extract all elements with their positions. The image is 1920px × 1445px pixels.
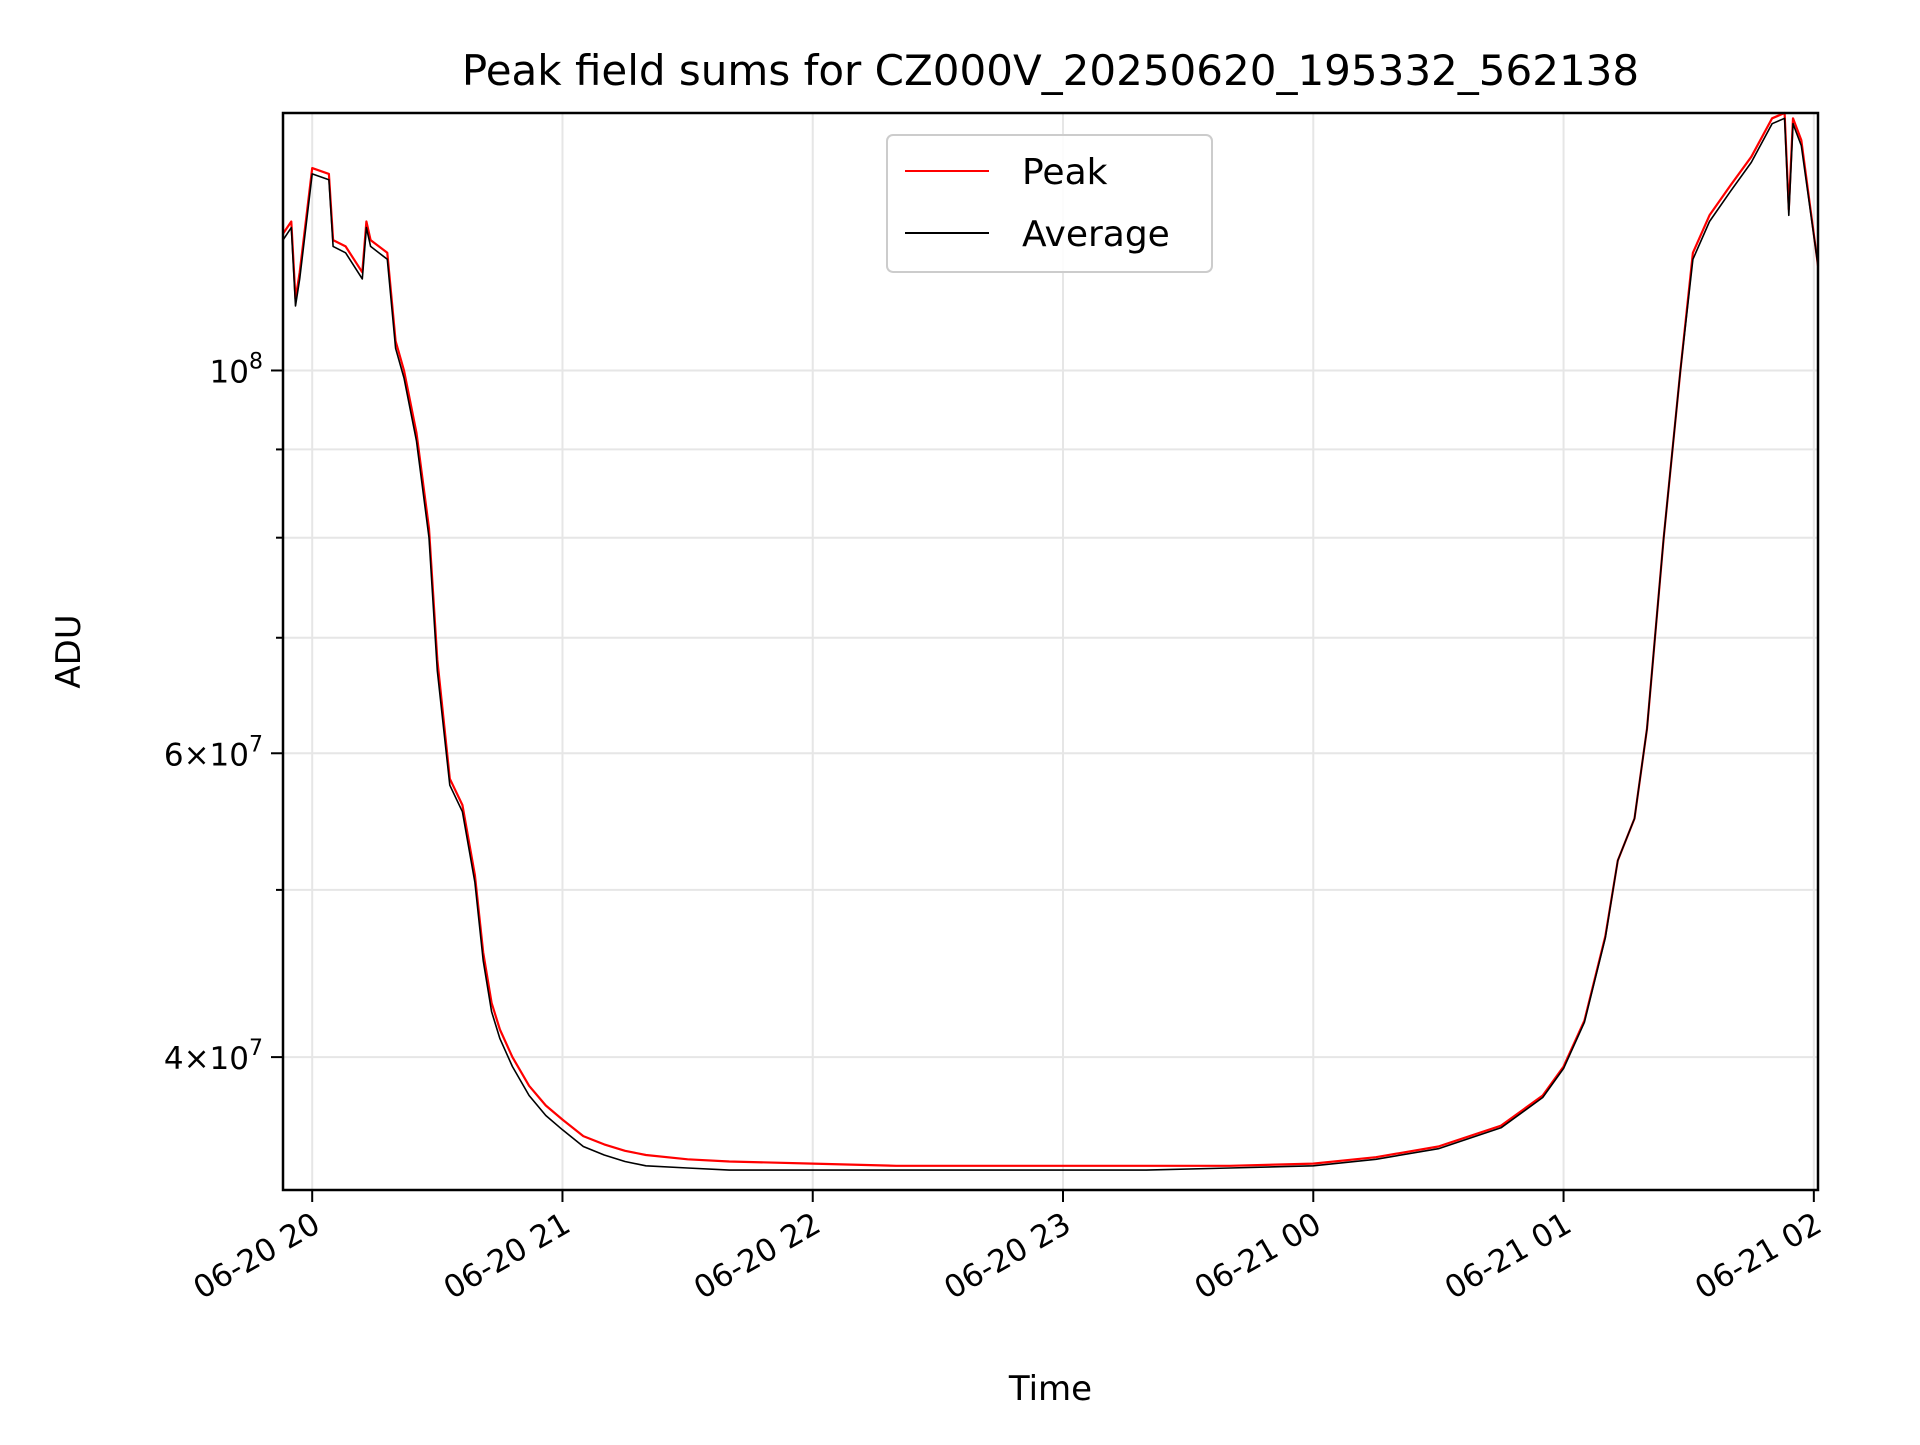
y-tick-label: 4×107: [164, 1036, 263, 1077]
y-axis-label: ADU: [49, 614, 89, 688]
legend-label-peak: Peak: [1022, 152, 1108, 193]
legend-label-average: Average: [1022, 214, 1170, 255]
plot-frame: [281, 111, 1820, 1192]
grid: [283, 113, 1818, 1190]
y-tick-label: 108: [210, 349, 263, 390]
series-layer: [282, 111, 1820, 1171]
series-line-average: [282, 117, 1819, 1171]
y-tick-label: 6×107: [164, 732, 263, 773]
legend: Peak Average: [886, 134, 1213, 273]
chart-title: Peak field sums for CZ000V_20250620_1953…: [462, 46, 1639, 95]
legend-box: [886, 134, 1213, 273]
x-axis-label: Time: [1008, 1369, 1092, 1409]
